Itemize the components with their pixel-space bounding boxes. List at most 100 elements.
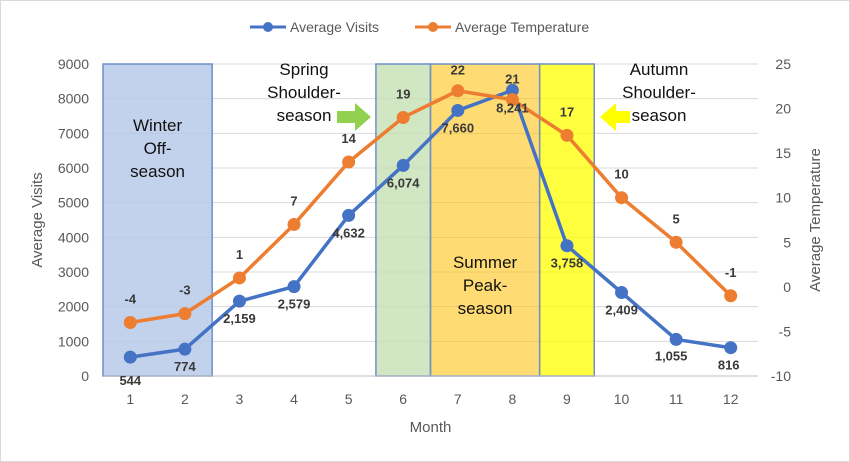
right-arrow-icon — [337, 103, 371, 131]
y2-tick-label: 5 — [783, 234, 791, 250]
autumn-shoulder-label-line: season — [632, 106, 687, 125]
temperature-data-label: 10 — [614, 167, 628, 182]
y2-tick-label: 25 — [775, 56, 791, 72]
data-point — [232, 271, 246, 285]
series-average-visits — [123, 83, 738, 364]
zone-summer-label-line: Summer — [453, 253, 518, 272]
y-tick-label: 0 — [81, 368, 89, 384]
spring-shoulder-label-line: Shoulder- — [267, 83, 341, 102]
x-tick-label: 9 — [563, 391, 571, 407]
visits-data-label: 3,758 — [551, 256, 584, 271]
data-point — [232, 294, 246, 308]
visits-data-label: 544 — [119, 373, 141, 388]
data-point — [615, 285, 629, 299]
x-tick-label: 3 — [236, 391, 244, 407]
zone-winter-label: Winter Off-season — [130, 116, 185, 181]
y-tick-label: 3000 — [58, 264, 89, 280]
data-point — [451, 103, 465, 117]
autumn-shoulder-label-line: Shoulder- — [622, 83, 696, 102]
x-tick-label: 10 — [614, 391, 630, 407]
data-point — [123, 316, 137, 330]
data-point — [123, 350, 137, 364]
y-tick-label: 6000 — [58, 160, 89, 176]
spring-shoulder-label-line: Spring — [279, 60, 328, 79]
y-tick-label: 7000 — [58, 125, 89, 141]
y-tick-label: 4000 — [58, 229, 89, 245]
y-tick-label: 1000 — [58, 333, 89, 349]
visits-data-label: 2,159 — [223, 311, 256, 326]
series-average-temperature — [123, 84, 738, 330]
temperature-data-label: 7 — [290, 193, 297, 208]
zone-summer-label: Summer Peak-season — [453, 253, 518, 318]
data-point — [724, 289, 738, 303]
visits-data-label: 6,074 — [387, 175, 420, 190]
data-point — [396, 110, 410, 124]
x-tick-label: 6 — [399, 391, 407, 407]
x-tick-label: 12 — [723, 391, 739, 407]
y2-tick-label: -10 — [771, 368, 791, 384]
legend-label: Average Temperature — [455, 19, 589, 35]
data-point — [342, 155, 356, 169]
y-tick-label: 8000 — [58, 91, 89, 107]
x-tick-label: 4 — [290, 391, 298, 407]
data-point — [669, 332, 683, 346]
zone-winter-label-line: Winter — [133, 116, 182, 135]
left-arrow-icon — [600, 103, 630, 131]
visits-data-label: 8,241 — [496, 100, 529, 115]
x-tick-label: 11 — [669, 391, 684, 407]
data-point — [396, 158, 410, 172]
x-tick-label: 2 — [181, 391, 189, 407]
data-point — [342, 208, 356, 222]
temperature-data-label: 22 — [451, 63, 465, 78]
data-point — [178, 342, 192, 356]
temperature-data-label: 17 — [560, 104, 574, 119]
visits-data-label: 7,660 — [442, 120, 475, 135]
visits-data-label: 2,409 — [605, 302, 638, 317]
x-tick-label: 5 — [345, 391, 353, 407]
visits-data-label: 4,632 — [332, 225, 365, 240]
temperature-data-label: 21 — [505, 72, 519, 87]
y2-tick-label: 10 — [775, 190, 791, 206]
legend-label: Average Visits — [290, 19, 379, 35]
visits-data-label: 1,055 — [655, 348, 688, 363]
data-point — [505, 83, 519, 97]
y-axis-title: Average Visits — [29, 172, 46, 267]
autumn-shoulder-label-line: Autumn — [630, 60, 689, 79]
data-point — [615, 191, 629, 205]
legend: Average Visits Average Temperature — [250, 19, 589, 35]
series-line — [130, 88, 731, 359]
y-tick-label: 2000 — [58, 299, 89, 315]
zone-spring — [375, 63, 432, 377]
data-point — [560, 128, 574, 142]
y2-tick-label: 0 — [783, 279, 791, 295]
zone-winter-label-line: Off- — [144, 139, 172, 158]
temperature-data-label: 1 — [236, 247, 243, 262]
x-tick-label: 7 — [454, 391, 462, 407]
y-tick-label: 9000 — [58, 56, 89, 72]
series-line — [130, 88, 732, 325]
visits-data-label: 2,579 — [278, 297, 311, 312]
y2-axis-title: Average Temperature — [807, 148, 824, 292]
data-point — [724, 341, 738, 355]
temperature-data-label: 19 — [396, 86, 410, 101]
spring-shoulder-label-line: season — [277, 106, 332, 125]
x-tick-label: 1 — [126, 391, 134, 407]
x-axis-title: Month — [410, 419, 452, 436]
data-point — [451, 84, 465, 98]
visits-data-label: 816 — [718, 358, 740, 373]
legend-marker — [263, 22, 273, 32]
data-point — [287, 280, 301, 294]
zone-autumn — [538, 63, 596, 377]
legend-marker — [428, 22, 438, 32]
data-point — [287, 217, 301, 231]
temperature-data-label: 5 — [673, 211, 680, 226]
zone-summer-label-line: Peak- — [463, 276, 507, 295]
zone-winter-label-line: season — [130, 162, 185, 181]
visits-data-label: 774 — [174, 359, 196, 374]
temperature-data-label: -1 — [725, 265, 737, 280]
zone-winter — [102, 63, 213, 377]
temperature-data-label: -4 — [125, 292, 137, 307]
x-tick-label: 8 — [508, 391, 516, 407]
y2-tick-label: 15 — [775, 145, 791, 161]
